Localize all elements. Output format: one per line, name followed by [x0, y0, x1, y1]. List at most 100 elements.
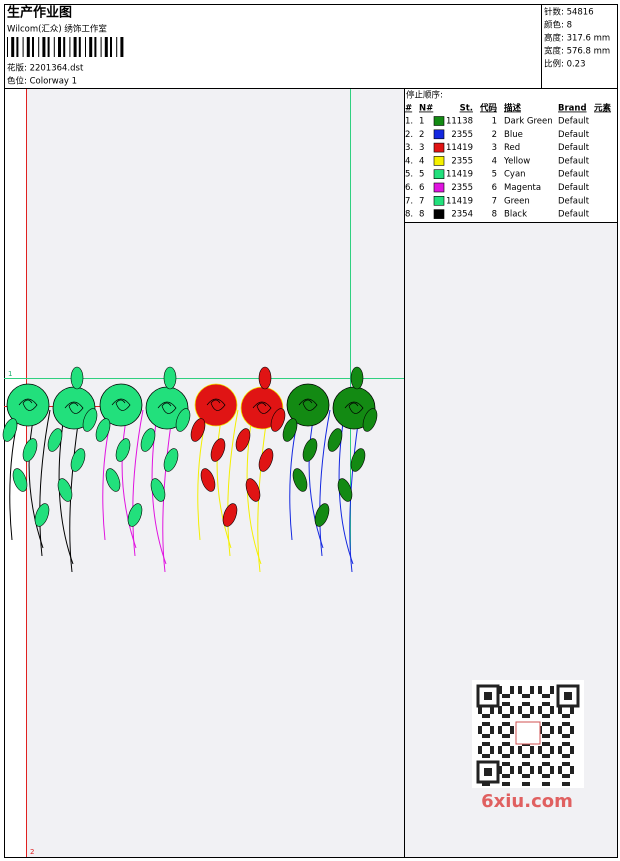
leaf: [22, 438, 38, 462]
info-item: 针数: 54816: [544, 7, 594, 18]
qr-cell: [558, 750, 562, 754]
qr-cell: [570, 770, 574, 774]
qr-cell: [490, 726, 494, 730]
qr-cell: [562, 722, 566, 726]
row-index: 3.: [405, 143, 413, 153]
leaf: [258, 448, 274, 472]
rose-swirl: [18, 398, 38, 411]
qr-cell: [498, 686, 502, 690]
qr-cell: [570, 746, 574, 750]
qr-cell: [550, 750, 554, 754]
qr-cell: [538, 706, 542, 710]
qr-cell: [502, 694, 506, 698]
qr-cell: [518, 690, 522, 694]
leaf: [70, 448, 86, 472]
rose: [99, 383, 143, 427]
bar: [116, 37, 118, 57]
qr-cell: [530, 766, 534, 770]
row-stitches: 11419: [446, 170, 473, 180]
leaf: [222, 503, 238, 527]
qr-cell: [498, 690, 502, 694]
qr-cell: [522, 782, 526, 786]
qr-cell: [502, 734, 506, 738]
qr-cell: [562, 774, 566, 778]
qr-cell: [486, 714, 490, 718]
swatch: [433, 129, 445, 140]
bar: [11, 37, 15, 57]
qr-code: [472, 680, 584, 788]
qr-cell: [530, 706, 534, 710]
qr-cell: [506, 734, 510, 738]
qr-cell: [486, 734, 490, 738]
qr-cell: [490, 746, 494, 750]
leaf: [82, 408, 98, 432]
qr-cell: [526, 774, 530, 778]
bar: [100, 37, 102, 57]
qr-cell: [510, 730, 514, 734]
qr-cell: [478, 750, 482, 754]
design-file: 花版: 2201364.dst: [7, 63, 84, 74]
qr-cell: [566, 714, 570, 718]
swatch: [433, 142, 445, 153]
qr-cell: [506, 714, 510, 718]
stem: [132, 409, 144, 557]
qr-cell: [506, 782, 510, 786]
rose: [6, 383, 50, 427]
qr-cell: [518, 706, 522, 710]
qr-cell: [566, 742, 570, 746]
qr-cell: [526, 694, 530, 698]
rose-swirl: [344, 401, 364, 414]
qr-cell: [522, 694, 526, 698]
leaf: [337, 478, 353, 502]
row-description: Blue: [504, 130, 523, 140]
qr-cell: [502, 714, 506, 718]
swatch: [433, 196, 445, 206]
leaf: [245, 478, 261, 502]
qr-cell: [546, 722, 550, 726]
qr-cell: [562, 762, 566, 766]
stem: [39, 409, 51, 557]
row-description: Magenta: [504, 183, 541, 193]
row-n: 4: [419, 156, 424, 166]
qr-cell: [538, 766, 542, 770]
leaf: [105, 468, 121, 492]
qr-cell: [530, 770, 534, 774]
swatch: [433, 156, 445, 166]
qr-cell: [542, 754, 546, 758]
bar: [58, 37, 61, 57]
row-stitches: 11419: [446, 143, 473, 153]
swatch: [433, 169, 445, 179]
qr-cell: [570, 706, 574, 710]
row-code: 2: [492, 130, 497, 140]
row-code: 4: [492, 156, 497, 166]
qr-cell: [498, 746, 502, 750]
leaf: [175, 408, 191, 432]
qr-cell: [510, 746, 514, 750]
row-code: 5: [492, 170, 497, 180]
qr-cell: [482, 742, 486, 746]
info-item: 宽度: 576.8 mm: [544, 46, 610, 57]
qr-cell: [550, 730, 554, 734]
qr-cell: [482, 754, 486, 758]
bar: [63, 37, 66, 57]
row-n: 8: [419, 210, 424, 220]
row-n: 2: [419, 130, 424, 140]
qr-cell: [490, 730, 494, 734]
qr-cell: [518, 686, 522, 690]
stem: [246, 409, 262, 565]
leaf: [350, 448, 366, 472]
guide-label: 2: [30, 848, 34, 856]
qr-cell: [546, 734, 550, 738]
row-index: 4.: [405, 156, 413, 166]
bar: [78, 37, 81, 57]
qr-cell: [550, 746, 554, 750]
qr-cell: [538, 686, 542, 690]
qr-cell: [566, 782, 570, 786]
qr-cell: [490, 710, 494, 714]
qr-cell: [478, 730, 482, 734]
qr-cell: [522, 774, 526, 778]
row-brand: Default: [558, 170, 590, 180]
leaf: [163, 448, 179, 472]
watermark: 6xiu.com: [481, 791, 573, 812]
stem: [319, 409, 331, 557]
